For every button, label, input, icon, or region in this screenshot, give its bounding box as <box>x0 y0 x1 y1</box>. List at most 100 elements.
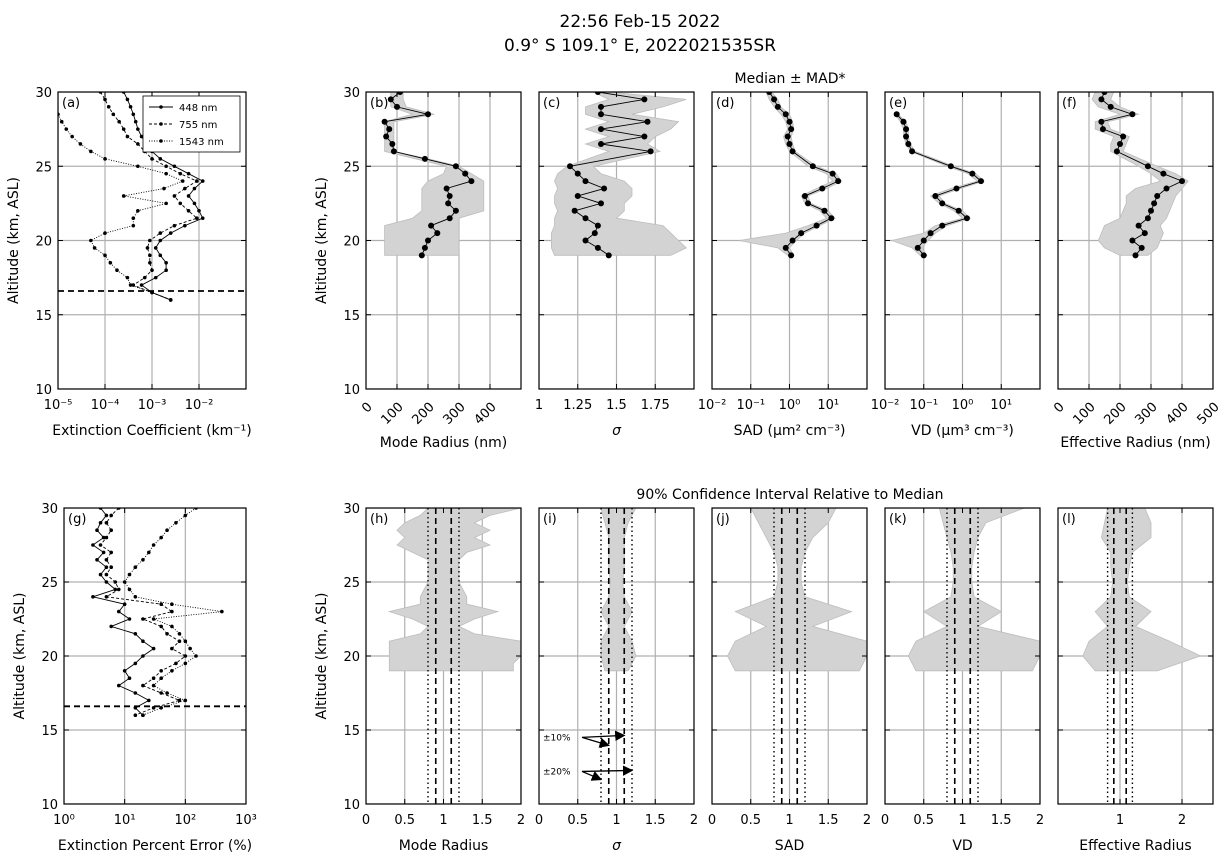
x-tick-label: 200 <box>409 400 437 428</box>
x-axis-label: Effective Radius (nm) <box>1060 435 1210 451</box>
data-point <box>598 103 604 110</box>
panel-j: 0 0.5 1 1.5 2 SAD (j) <box>708 507 871 852</box>
series-line-median <box>768 92 839 256</box>
data-point <box>186 209 191 213</box>
data-point <box>598 126 604 133</box>
x-axis-label: SAD (μm² cm⁻³) <box>734 423 846 439</box>
data-point <box>148 260 152 265</box>
y-tick-label: 15 <box>343 724 360 739</box>
data-point <box>462 170 469 177</box>
x-tick-label: 2 <box>517 813 525 828</box>
data-point <box>103 157 107 161</box>
x-tick-label: 300 <box>1132 400 1160 428</box>
data-point <box>95 558 99 562</box>
data-point <box>136 164 140 169</box>
data-point <box>136 142 140 146</box>
data-point <box>829 170 836 177</box>
panel-label: (e) <box>889 96 907 111</box>
series-line-median <box>569 92 651 256</box>
x-tick-label: 2 <box>1178 813 1186 828</box>
data-point <box>104 572 109 577</box>
data-point <box>121 194 126 198</box>
data-point <box>113 587 118 592</box>
data-point <box>147 550 151 555</box>
data-point <box>178 201 183 206</box>
data-point <box>183 661 188 666</box>
data-point <box>150 157 154 161</box>
data-point <box>128 283 133 287</box>
data-point <box>381 118 388 125</box>
data-point <box>397 92 404 95</box>
data-point <box>900 118 907 125</box>
data-point <box>95 528 99 532</box>
data-point <box>128 105 133 109</box>
x-tick-label: 10⁰ <box>779 398 801 413</box>
data-point <box>421 244 428 251</box>
panel-label: (j) <box>716 512 730 527</box>
panel-label: (c) <box>543 96 560 111</box>
data-point <box>141 617 145 621</box>
x-tick-label: 10³ <box>235 813 257 828</box>
data-point <box>798 230 805 237</box>
x-tick-label: 0.5 <box>394 813 415 828</box>
data-point <box>425 237 431 244</box>
data-point <box>164 171 168 176</box>
data-point <box>131 223 136 228</box>
y-tick-label: 10 <box>35 383 52 398</box>
data-point <box>955 207 962 214</box>
data-point <box>170 624 174 629</box>
x-tick-label: 10⁰ <box>952 398 974 413</box>
panel-i: 0 0.5 1 1.5 2 σ (i) ±10% ±20% <box>535 507 698 852</box>
row2-title: 90% Confidence Interval Relative to Medi… <box>636 487 943 503</box>
x-tick-label: 1 <box>1116 813 1124 828</box>
x-tick-label: 1 <box>612 813 620 828</box>
annotation-pm10: ±10% <box>543 733 571 743</box>
row1-title: Median ± MAD* <box>735 71 846 87</box>
uncertainty-band <box>739 92 843 256</box>
data-point <box>641 133 648 140</box>
series-line-1543-nm <box>124 508 222 716</box>
data-point <box>106 105 111 109</box>
x-tick-label: 10⁻⁴ <box>91 398 120 413</box>
data-point <box>425 111 431 118</box>
data-point <box>103 231 107 235</box>
data-point <box>159 535 163 540</box>
data-point <box>1107 103 1114 110</box>
x-tick-label: 1.5 <box>818 813 839 828</box>
data-point <box>893 111 900 118</box>
x-tick-label: 500 <box>1194 400 1222 428</box>
x-axis-label: Mode Radius (nm) <box>380 435 507 451</box>
data-point <box>159 669 163 673</box>
data-point <box>774 103 781 110</box>
data-point <box>771 96 778 103</box>
data-point <box>200 179 205 183</box>
y-axis-label: Altitude (km, ASL) <box>12 593 28 720</box>
data-point <box>594 92 601 95</box>
data-point <box>582 178 589 185</box>
data-point <box>200 216 205 221</box>
data-point <box>186 171 191 176</box>
data-point <box>108 260 113 265</box>
data-point <box>151 683 156 688</box>
data-point <box>141 654 145 658</box>
y-tick-label: 15 <box>41 724 58 739</box>
x-tick-label: 100 <box>1070 400 1098 428</box>
data-point <box>104 513 109 518</box>
data-point <box>158 231 163 235</box>
data-point <box>164 268 168 273</box>
panel-label: (h) <box>370 512 388 527</box>
data-point <box>174 661 178 666</box>
data-point <box>70 134 74 139</box>
x-axis-label: Effective Radius <box>1079 838 1191 852</box>
data-point <box>443 185 450 192</box>
data-point <box>178 171 183 176</box>
data-point <box>452 163 459 170</box>
annotation-pm20: ±20% <box>543 767 571 777</box>
data-point <box>172 223 177 228</box>
panel-label: (f) <box>1062 96 1077 111</box>
data-point <box>116 587 121 592</box>
data-point <box>168 298 173 302</box>
data-point <box>98 521 103 525</box>
data-point <box>158 238 163 243</box>
